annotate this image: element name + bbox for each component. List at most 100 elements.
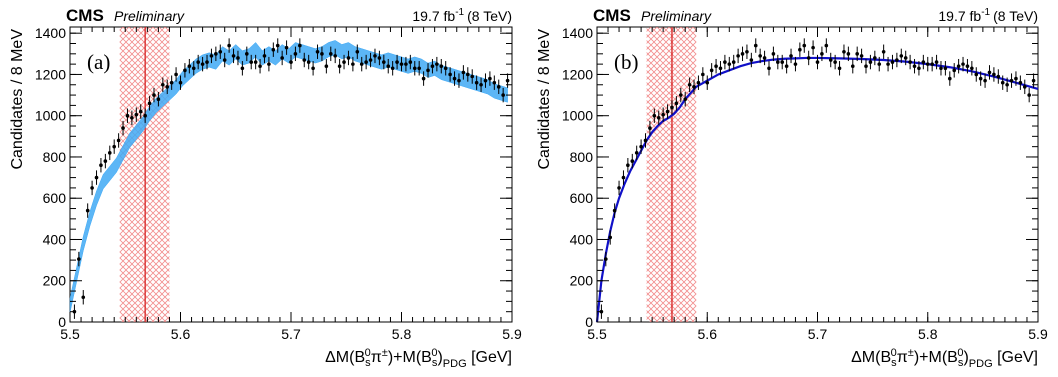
data-point — [740, 46, 745, 62]
data-point-marker — [134, 112, 139, 117]
panel-tag-a: (a) — [87, 50, 110, 74]
data-point — [404, 56, 408, 72]
lumi-value-a: 19.7 fb — [412, 8, 455, 24]
signal-region-b — [646, 27, 697, 322]
data-point — [727, 56, 732, 72]
data-point-marker — [214, 52, 218, 56]
y-tick-label: 0 — [585, 314, 593, 330]
data-point — [736, 48, 740, 64]
data-point-marker — [890, 60, 895, 64]
data-point-marker — [643, 138, 648, 143]
data-point — [253, 54, 258, 70]
data-point — [245, 46, 249, 62]
data-point — [833, 54, 837, 70]
data-point-marker — [886, 62, 890, 66]
data-point — [992, 67, 996, 82]
data-point — [626, 157, 630, 173]
data-point-marker — [245, 52, 249, 56]
data-point — [903, 50, 908, 66]
data-point — [925, 56, 930, 72]
data-point-marker — [855, 52, 859, 56]
data-point — [648, 120, 652, 136]
data-point-marker — [639, 144, 643, 149]
data-point — [492, 75, 497, 90]
data-point-marker — [793, 62, 798, 66]
data-point-marker — [421, 76, 426, 81]
data-point-marker — [749, 58, 754, 62]
data-point — [125, 108, 130, 123]
data-point-marker — [333, 54, 338, 58]
data-point-marker — [390, 66, 395, 71]
data-point-marker — [355, 49, 360, 54]
data-point — [873, 50, 877, 66]
data-point — [696, 75, 701, 90]
data-point — [351, 56, 355, 72]
data-point-marker — [320, 52, 324, 56]
data-point-marker — [604, 257, 608, 261]
data-point — [806, 50, 811, 66]
data-point-marker — [811, 45, 815, 50]
data-point — [723, 54, 727, 70]
data-point-marker — [1005, 82, 1009, 87]
y-tick-label: 1000 — [562, 108, 593, 124]
data-point-marker — [470, 74, 475, 79]
data-point — [604, 251, 608, 267]
data-point — [94, 170, 99, 185]
data-point-marker — [249, 60, 254, 64]
data-point-marker — [85, 208, 90, 213]
data-point — [789, 48, 793, 64]
data-point-marker — [191, 66, 196, 71]
cms-logo-a: CMS — [66, 6, 104, 25]
data-point — [311, 61, 315, 76]
x-tick-label: 5.5 — [587, 326, 607, 342]
data-point — [749, 52, 754, 68]
data-point — [249, 54, 254, 70]
data-point-marker — [461, 70, 466, 75]
data-point — [333, 48, 338, 64]
data-point — [337, 58, 342, 74]
y-tick-label: 800 — [570, 149, 594, 165]
data-point — [209, 48, 214, 64]
data-point — [483, 73, 488, 88]
data-point — [130, 110, 134, 125]
data-point-marker — [762, 56, 767, 60]
data-point-marker — [987, 70, 992, 75]
y-tick-label: 600 — [43, 190, 67, 206]
data-point — [912, 58, 917, 74]
data-point-marker — [174, 72, 178, 77]
data-point — [956, 58, 961, 74]
data-point — [222, 52, 227, 68]
data-point-marker — [222, 58, 227, 62]
data-point-marker — [417, 66, 421, 71]
data-point-marker — [496, 85, 501, 89]
data-point-marker — [771, 52, 776, 56]
data-point-marker — [302, 58, 307, 62]
data-point — [187, 58, 192, 74]
data-point — [895, 52, 899, 68]
data-point — [639, 139, 643, 154]
data-point-marker — [1022, 85, 1027, 89]
data-point-marker — [696, 80, 701, 85]
x-axis-title-b: ΔM(Bs0π±)+M(Bs0)PDG [GeV] — [851, 347, 1038, 370]
data-point-marker — [209, 54, 214, 58]
data-point-marker — [483, 78, 488, 83]
data-point — [196, 54, 200, 70]
data-point — [855, 46, 859, 62]
data-point — [320, 46, 324, 62]
data-point-marker — [753, 43, 758, 48]
data-point-marker — [452, 76, 457, 81]
data-point-marker — [912, 64, 917, 68]
data-point-marker — [617, 186, 621, 190]
data-point — [165, 79, 170, 95]
data-point-marker — [776, 60, 780, 64]
lumi-label-b: 19.7 fb-1 (8 TeV) — [938, 7, 1038, 24]
data-point-marker — [767, 66, 771, 71]
data-point — [753, 38, 758, 53]
data-point-marker — [289, 60, 293, 64]
data-point — [390, 61, 395, 76]
data-point — [107, 145, 112, 161]
data-point — [846, 46, 851, 62]
data-point — [661, 107, 665, 122]
data-point — [448, 67, 452, 82]
data-point-marker — [727, 62, 732, 66]
